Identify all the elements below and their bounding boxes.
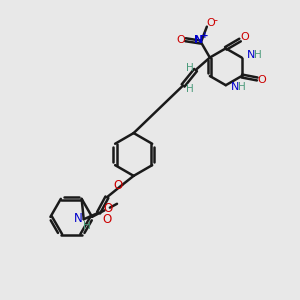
- Text: N: N: [194, 35, 203, 45]
- Text: H: H: [83, 221, 91, 231]
- Text: H: H: [238, 82, 246, 92]
- Text: N: N: [74, 212, 83, 225]
- Text: O: O: [206, 18, 215, 28]
- Text: N: N: [247, 50, 256, 60]
- Text: O: O: [104, 202, 113, 215]
- Text: H: H: [186, 63, 194, 73]
- Text: -: -: [213, 15, 217, 25]
- Text: O: O: [257, 75, 266, 85]
- Text: H: H: [186, 84, 194, 94]
- Text: O: O: [177, 35, 185, 45]
- Text: O: O: [102, 213, 112, 226]
- Text: O: O: [240, 32, 249, 42]
- Text: O: O: [113, 179, 122, 192]
- Text: +: +: [201, 31, 208, 40]
- Text: H: H: [254, 50, 262, 60]
- Text: N: N: [231, 82, 239, 92]
